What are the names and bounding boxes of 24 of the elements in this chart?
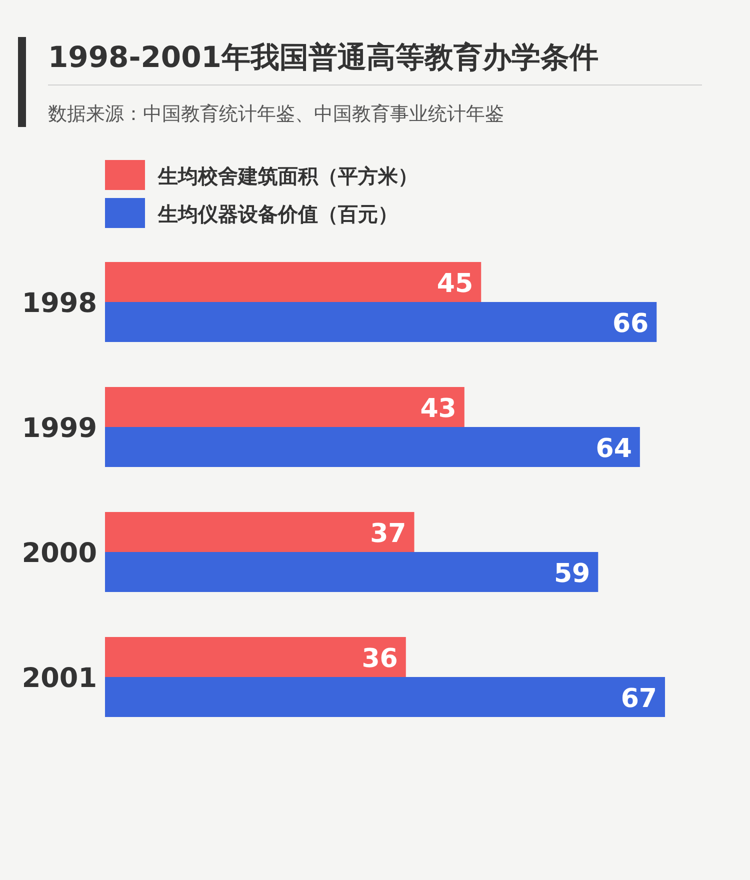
legend-label: 生均校舍建筑面积（平方米） <box>157 164 418 188</box>
chart-title: 1998-2001年我国普通高等教育办学条件 <box>48 40 598 74</box>
data-label: 43 <box>420 394 456 424</box>
data-label: 67 <box>620 684 657 714</box>
data-label: 59 <box>554 559 590 589</box>
data-label: 66 <box>612 309 649 339</box>
bar <box>105 302 657 342</box>
data-label: 36 <box>362 644 398 674</box>
y-tick-label: 2000 <box>22 538 97 569</box>
bar <box>105 552 598 592</box>
bar <box>105 427 640 467</box>
bar <box>105 677 665 717</box>
y-tick-label: 2001 <box>22 663 97 694</box>
y-tick-label: 1999 <box>22 413 97 444</box>
data-label: 64 <box>596 434 632 464</box>
bar <box>105 262 482 302</box>
bar <box>105 387 464 427</box>
bar <box>105 512 414 552</box>
bar <box>105 637 406 677</box>
data-label: 45 <box>436 269 474 299</box>
data-label: 37 <box>370 519 406 549</box>
chart-subtitle: 数据来源：中国教育统计年鉴、中国教育事业统计年鉴 <box>48 103 504 125</box>
y-tick-label: 1998 <box>22 288 97 319</box>
legend-label: 生均仪器设备价值（百元） <box>157 202 398 226</box>
